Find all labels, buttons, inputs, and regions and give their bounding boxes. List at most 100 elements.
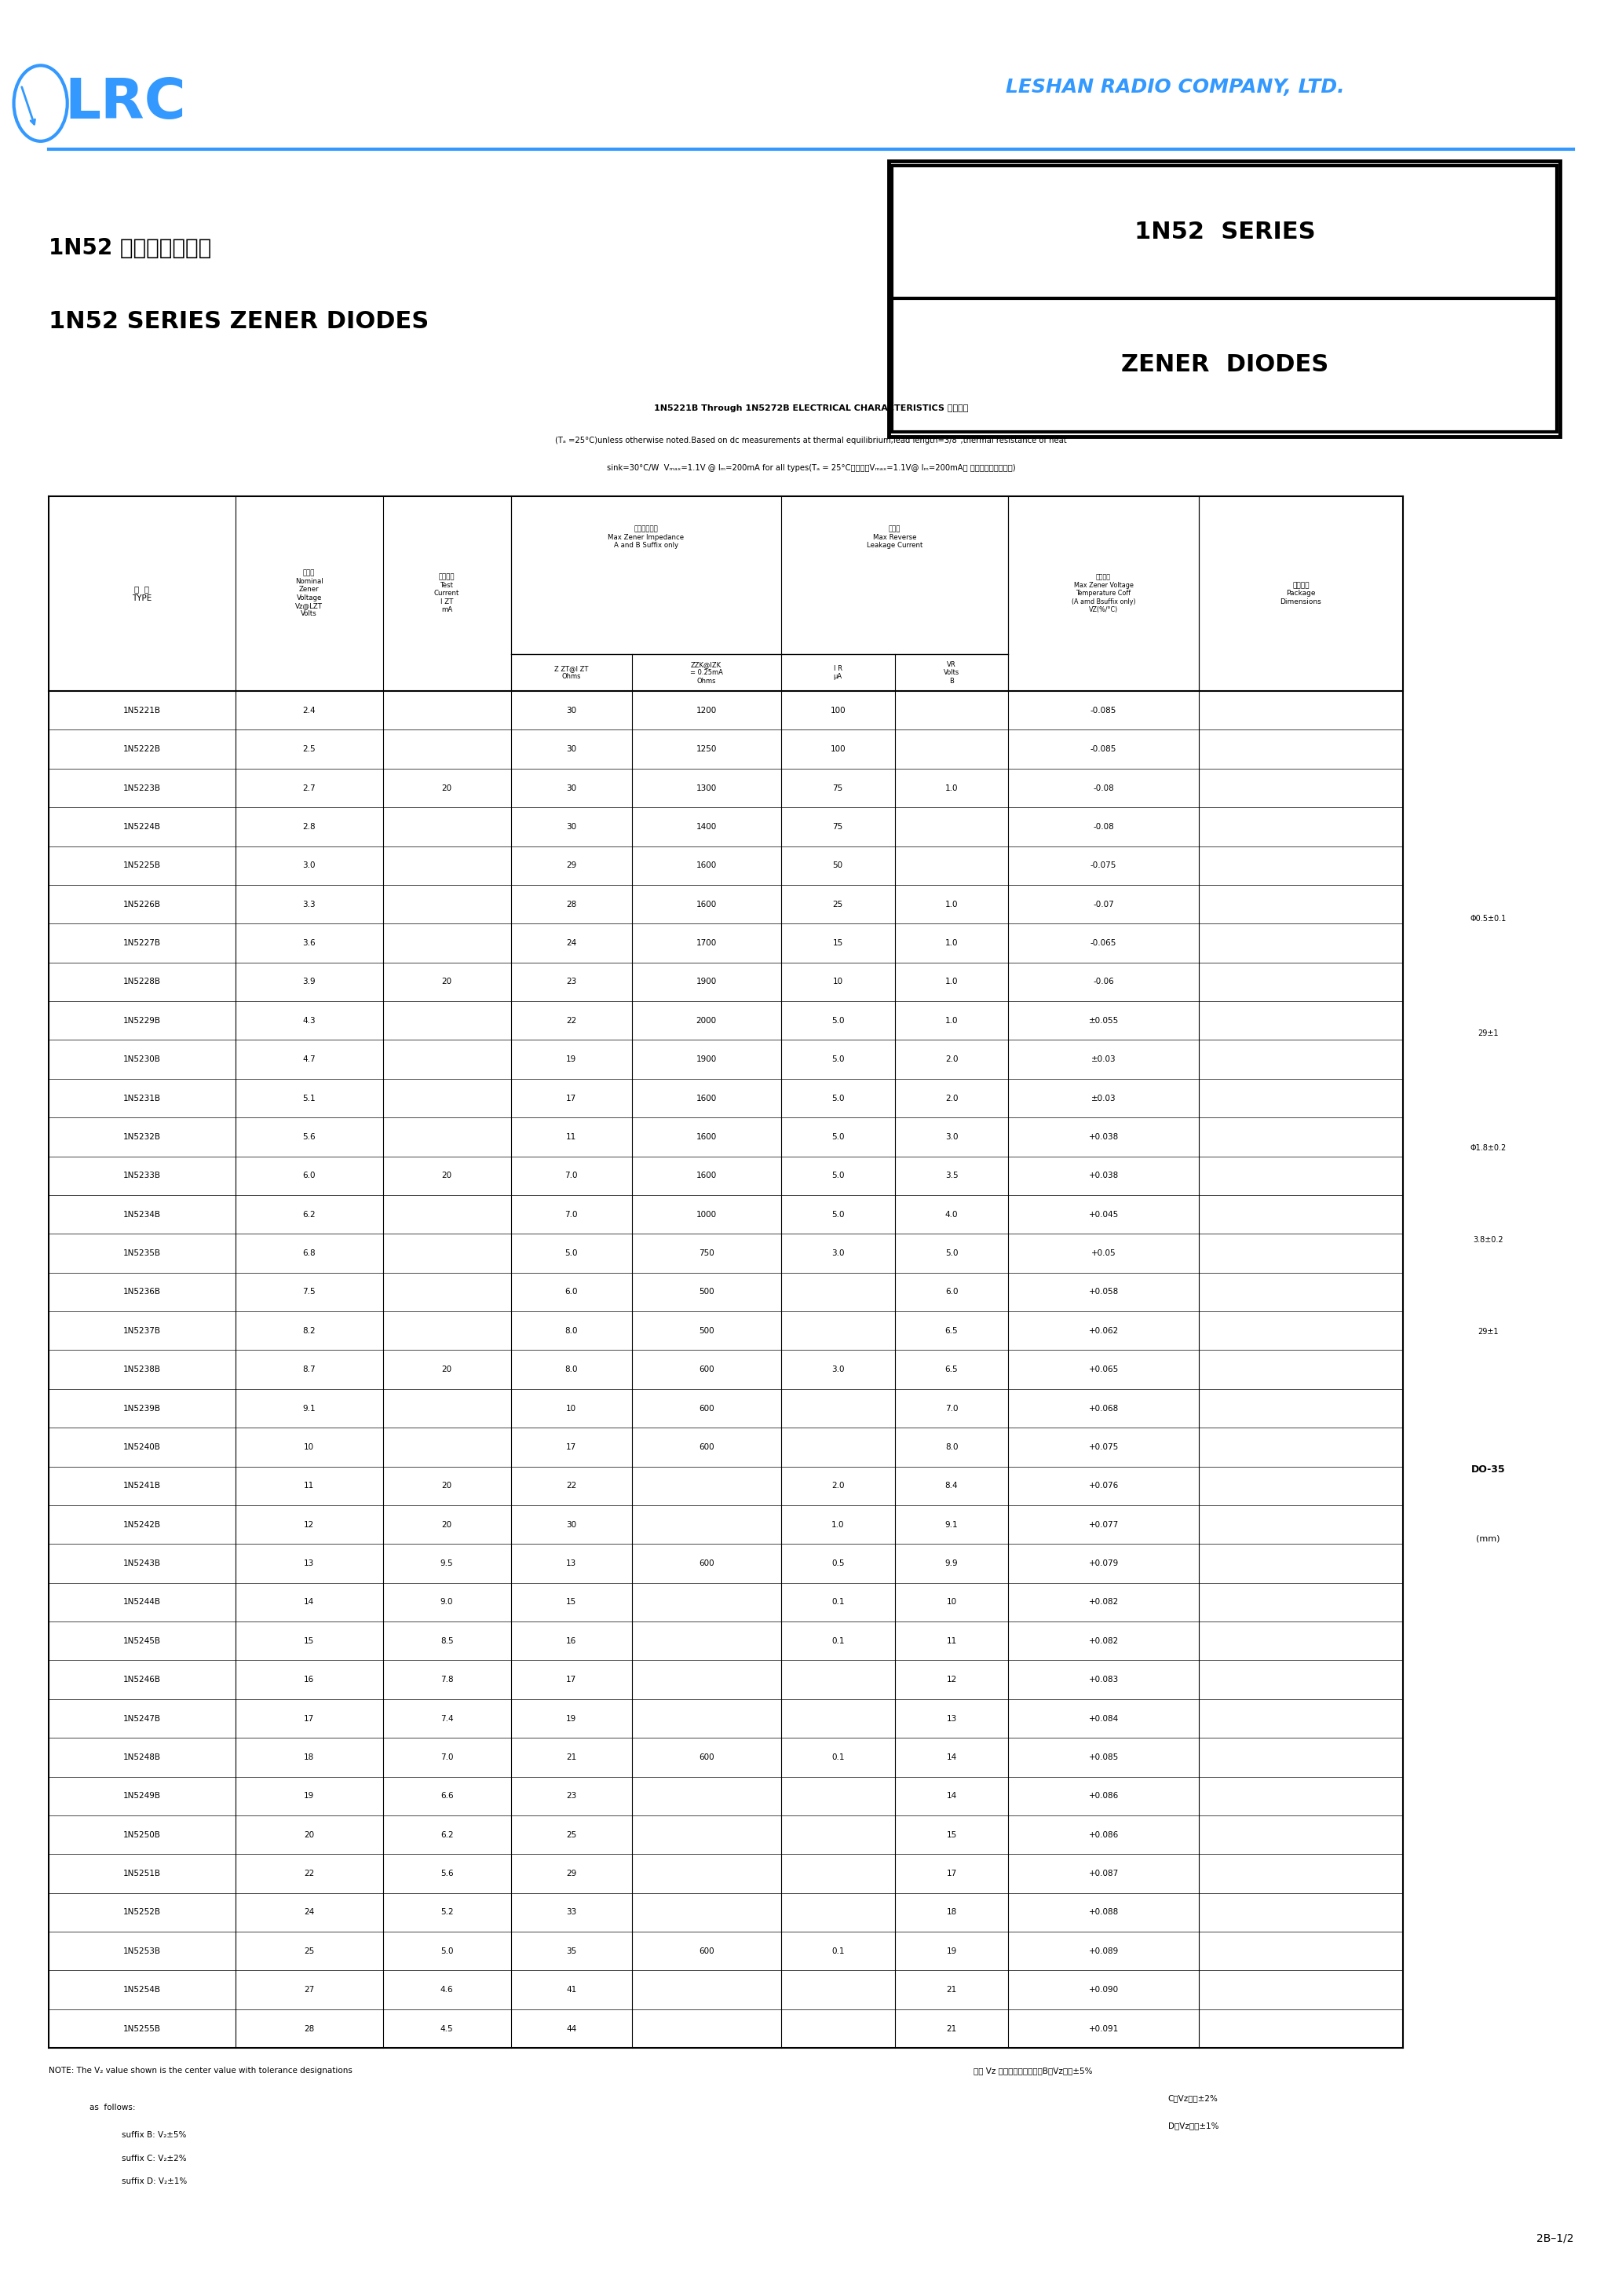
Text: 5.2: 5.2 bbox=[440, 1908, 453, 1917]
Text: +0.079: +0.079 bbox=[1088, 1559, 1119, 1568]
Text: 30: 30 bbox=[566, 822, 576, 831]
Text: 11: 11 bbox=[303, 1481, 315, 1490]
Text: 750: 750 bbox=[699, 1249, 714, 1258]
Text: 10: 10 bbox=[946, 1598, 957, 1607]
Text: 13: 13 bbox=[303, 1559, 315, 1568]
Text: +0.062: +0.062 bbox=[1088, 1327, 1119, 1334]
Text: 2B–1/2: 2B–1/2 bbox=[1536, 2234, 1573, 2243]
Text: 17: 17 bbox=[566, 1676, 576, 1683]
Text: 6.2: 6.2 bbox=[303, 1210, 316, 1219]
Text: 漏电流
Max Reverse
Leakage Current: 漏电流 Max Reverse Leakage Current bbox=[866, 526, 923, 549]
Text: +0.089: +0.089 bbox=[1088, 1947, 1119, 1954]
Text: 3.3: 3.3 bbox=[303, 900, 316, 909]
Text: 0.1: 0.1 bbox=[832, 1947, 845, 1954]
Text: 1N5230B: 1N5230B bbox=[123, 1056, 161, 1063]
Text: 1200: 1200 bbox=[696, 707, 717, 714]
Text: 11: 11 bbox=[946, 1637, 957, 1644]
Text: 1N5228B: 1N5228B bbox=[123, 978, 161, 985]
Text: 1N5243B: 1N5243B bbox=[123, 1559, 161, 1568]
Text: +0.076: +0.076 bbox=[1088, 1481, 1119, 1490]
Text: +0.085: +0.085 bbox=[1088, 1754, 1119, 1761]
Text: 19: 19 bbox=[566, 1056, 576, 1063]
Text: 5.0: 5.0 bbox=[832, 1056, 845, 1063]
Text: 500: 500 bbox=[699, 1327, 714, 1334]
Text: 16: 16 bbox=[566, 1637, 576, 1644]
Text: 600: 600 bbox=[699, 1754, 714, 1761]
Text: 6.5: 6.5 bbox=[946, 1327, 959, 1334]
Text: +0.083: +0.083 bbox=[1088, 1676, 1119, 1683]
Text: 1.0: 1.0 bbox=[946, 900, 959, 909]
Text: 3.0: 3.0 bbox=[946, 1132, 959, 1141]
Text: 1N5225B: 1N5225B bbox=[123, 861, 161, 870]
Text: DO-35: DO-35 bbox=[1471, 1465, 1505, 1474]
Text: 30: 30 bbox=[566, 785, 576, 792]
Text: 2.8: 2.8 bbox=[303, 822, 316, 831]
Text: 1N52  SERIES: 1N52 SERIES bbox=[1134, 220, 1315, 243]
Text: 30: 30 bbox=[566, 1520, 576, 1529]
Text: 温度系数
Max Zener Voltage
Temperature Coff
(A amd Bsuffix only)
VZ(%/°C): 温度系数 Max Zener Voltage Temperature Coff … bbox=[1072, 574, 1135, 613]
Text: 5.0: 5.0 bbox=[832, 1171, 845, 1180]
Text: 1700: 1700 bbox=[696, 939, 717, 946]
Text: +0.087: +0.087 bbox=[1088, 1869, 1119, 1878]
Text: 6.5: 6.5 bbox=[946, 1366, 959, 1373]
Text: 1300: 1300 bbox=[696, 785, 717, 792]
Text: 13: 13 bbox=[946, 1715, 957, 1722]
Text: 600: 600 bbox=[699, 1444, 714, 1451]
Text: 1N5250B: 1N5250B bbox=[123, 1830, 161, 1839]
Text: 75: 75 bbox=[832, 785, 843, 792]
Text: 1400: 1400 bbox=[696, 822, 717, 831]
Text: +0.05: +0.05 bbox=[1092, 1249, 1116, 1258]
Text: +0.038: +0.038 bbox=[1088, 1171, 1119, 1180]
Text: Φ1.8±0.2: Φ1.8±0.2 bbox=[1470, 1143, 1507, 1153]
Text: 稳压值
Nominal
Zener
Voltage
Vz@LZT
Volts: 稳压值 Nominal Zener Voltage Vz@LZT Volts bbox=[295, 569, 323, 618]
Text: 23: 23 bbox=[566, 978, 576, 985]
Text: +0.082: +0.082 bbox=[1088, 1598, 1119, 1607]
Text: 1600: 1600 bbox=[696, 861, 717, 870]
Text: 22: 22 bbox=[566, 1017, 576, 1024]
Text: 6.0: 6.0 bbox=[946, 1288, 959, 1295]
Text: 7.8: 7.8 bbox=[440, 1676, 453, 1683]
Text: 100: 100 bbox=[830, 746, 845, 753]
Text: +0.082: +0.082 bbox=[1088, 1637, 1119, 1644]
Text: 2.0: 2.0 bbox=[946, 1095, 959, 1102]
Text: 1N5232B: 1N5232B bbox=[123, 1132, 161, 1141]
Text: 1N5221B Through 1N5272B ELECTRICAL CHARACTERISTICS 电性参数: 1N5221B Through 1N5272B ELECTRICAL CHARA… bbox=[654, 404, 968, 413]
Text: 1N5255B: 1N5255B bbox=[123, 2025, 161, 2032]
Text: 8.0: 8.0 bbox=[564, 1366, 577, 1373]
Text: suffix C: V₂±2%: suffix C: V₂±2% bbox=[122, 2154, 187, 2163]
Text: 8.0: 8.0 bbox=[946, 1444, 959, 1451]
Text: 1N5251B: 1N5251B bbox=[123, 1869, 161, 1878]
Text: 28: 28 bbox=[303, 2025, 315, 2032]
Text: -0.085: -0.085 bbox=[1090, 746, 1116, 753]
Text: 2.7: 2.7 bbox=[303, 785, 316, 792]
Text: 29±1: 29±1 bbox=[1478, 1029, 1499, 1038]
Text: 1600: 1600 bbox=[696, 1132, 717, 1141]
Text: 22: 22 bbox=[303, 1869, 315, 1878]
Text: 5.0: 5.0 bbox=[564, 1249, 577, 1258]
Text: 6.8: 6.8 bbox=[303, 1249, 316, 1258]
FancyBboxPatch shape bbox=[892, 298, 1557, 432]
Text: 6.0: 6.0 bbox=[564, 1288, 577, 1295]
Text: 1N5224B: 1N5224B bbox=[123, 822, 161, 831]
Text: 1N5236B: 1N5236B bbox=[123, 1288, 161, 1295]
Text: 19: 19 bbox=[946, 1947, 957, 1954]
Text: 18: 18 bbox=[946, 1908, 957, 1917]
Text: 0.1: 0.1 bbox=[832, 1598, 845, 1607]
Text: 1N5237B: 1N5237B bbox=[123, 1327, 161, 1334]
Text: 22: 22 bbox=[566, 1481, 576, 1490]
Text: 1N5233B: 1N5233B bbox=[123, 1171, 161, 1180]
Text: 1N5253B: 1N5253B bbox=[123, 1947, 161, 1954]
Text: 1N5254B: 1N5254B bbox=[123, 1986, 161, 1993]
Text: 3.0: 3.0 bbox=[832, 1366, 845, 1373]
Text: 1N5252B: 1N5252B bbox=[123, 1908, 161, 1917]
Text: LRC: LRC bbox=[65, 76, 187, 131]
Text: 9.5: 9.5 bbox=[440, 1559, 453, 1568]
Text: ZENER  DIODES: ZENER DIODES bbox=[1121, 354, 1328, 377]
Text: 1600: 1600 bbox=[696, 900, 717, 909]
Text: sink=30°C/W  Vₘₐₓ=1.1V @ Iₘ=200mA for all types(Tₐ = 25°C所有型号Vₘₐₓ=1.1V@ Iₘ=200mA: sink=30°C/W Vₘₐₓ=1.1V @ Iₘ=200mA for all… bbox=[607, 464, 1015, 473]
Text: 15: 15 bbox=[832, 939, 843, 946]
Text: 3.0: 3.0 bbox=[832, 1249, 845, 1258]
Text: +0.075: +0.075 bbox=[1088, 1444, 1119, 1451]
Text: +0.058: +0.058 bbox=[1088, 1288, 1119, 1295]
Text: 16: 16 bbox=[303, 1676, 315, 1683]
